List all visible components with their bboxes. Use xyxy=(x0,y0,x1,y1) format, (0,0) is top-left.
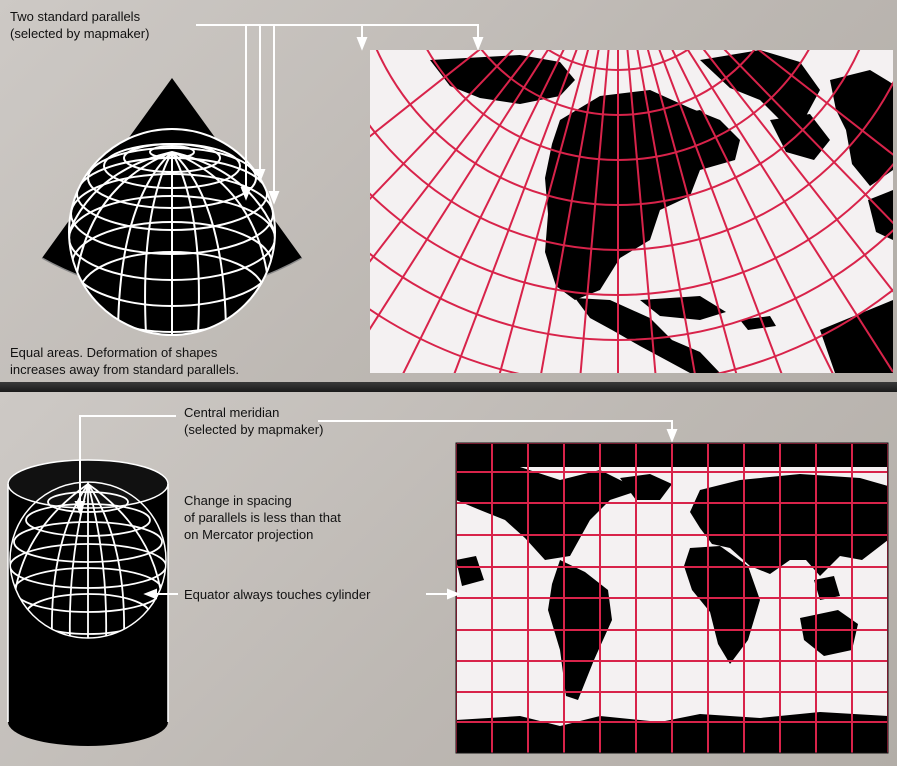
conic-caption-line1: Equal areas. Deformation of shapes xyxy=(10,345,218,360)
cylinder-with-globe xyxy=(7,459,169,746)
equator-label: Equator always touches cylinder xyxy=(184,587,371,602)
equator-leader xyxy=(143,588,461,600)
central-meridian-label-line1: Central meridian xyxy=(184,405,280,420)
central-meridian-label-line2: (selected by mapmaker) xyxy=(184,422,324,437)
conic-graticule xyxy=(370,50,893,373)
cylindrical-graticule xyxy=(456,443,888,753)
panel-divider xyxy=(0,382,897,392)
central-meridian-label: Central meridian (selected by mapmaker) xyxy=(184,404,323,438)
spacing-note: Change in spacing of parallels is less t… xyxy=(184,492,341,543)
cone-with-globe xyxy=(41,78,303,336)
conic-map xyxy=(370,50,893,373)
north-america-land xyxy=(430,50,893,373)
standard-parallels-leader xyxy=(196,24,484,205)
conic-caption-line2: increases away from standard parallels. xyxy=(10,362,240,377)
standard-parallels-label-line1: Two standard parallels xyxy=(10,9,141,24)
central-meridian-leader xyxy=(74,415,678,515)
standard-parallels-label: Two standard parallels (selected by mapm… xyxy=(10,8,149,42)
conic-caption: Equal areas. Deformation of shapes incre… xyxy=(10,344,239,378)
cylindrical-map xyxy=(455,442,889,754)
spacing-note-line2: of parallels is less than that xyxy=(184,510,341,525)
standard-parallels-label-line2: (selected by mapmaker) xyxy=(10,26,150,41)
spacing-note-line1: Change in spacing xyxy=(184,493,292,508)
spacing-note-line3: on Mercator projection xyxy=(184,527,314,542)
